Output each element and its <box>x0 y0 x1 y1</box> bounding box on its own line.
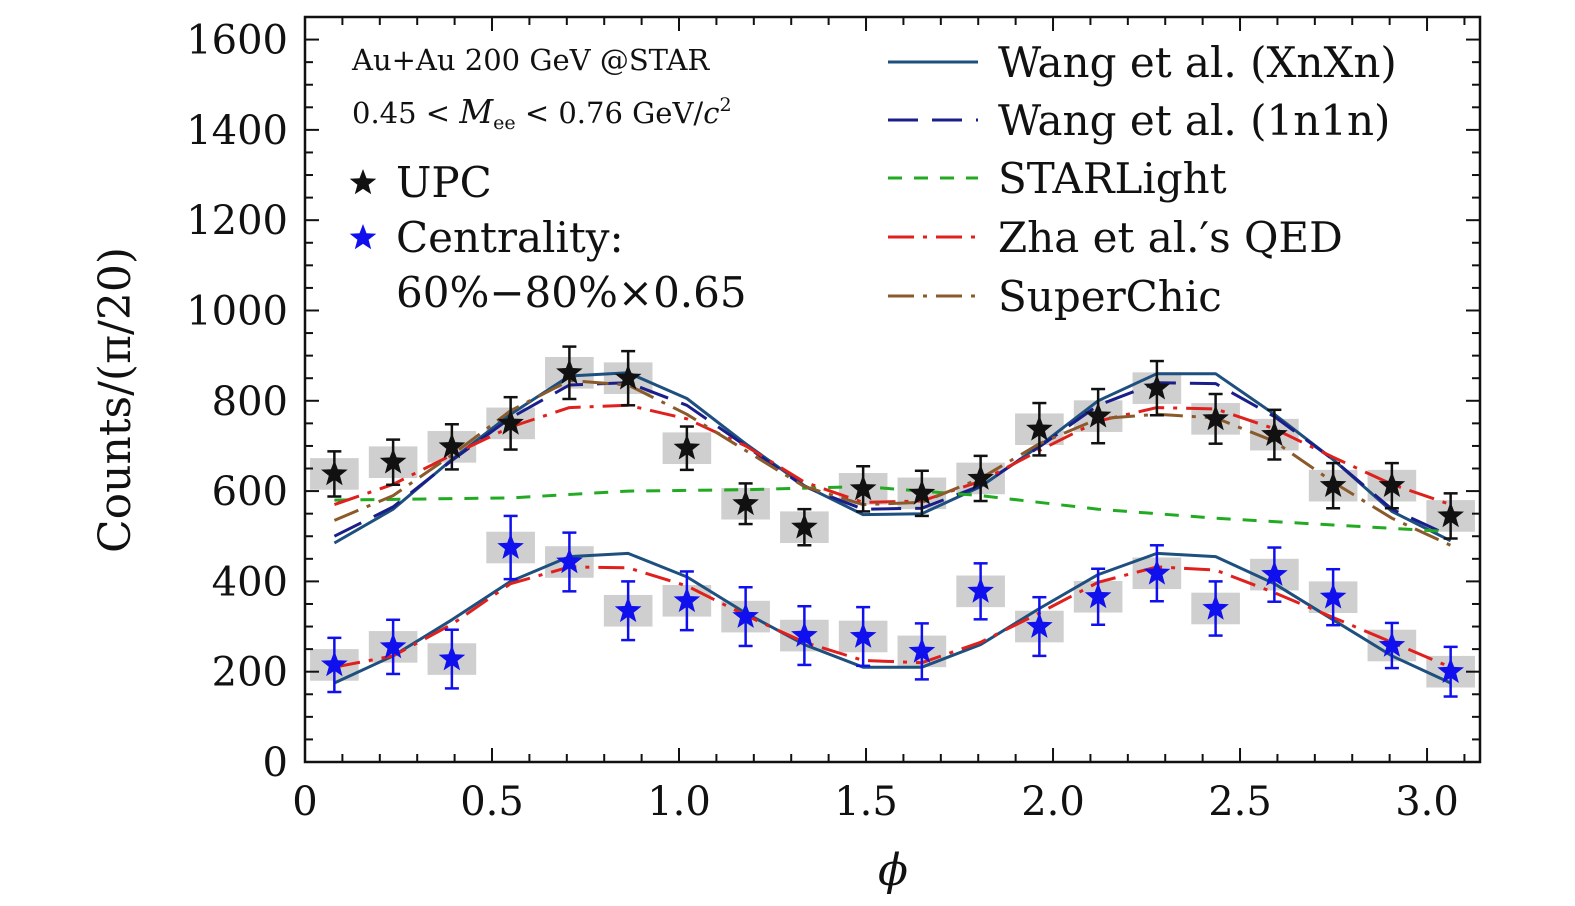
annotation-mass-range: 0.45 < Mee < 0.76 GeV/c2 <box>352 92 732 134</box>
annotation-mass-sup: 2 <box>719 94 731 116</box>
data-point-star <box>791 513 818 539</box>
y-tick-label: 1600 <box>186 18 288 64</box>
data-point-star <box>1026 415 1053 441</box>
legend-label-centrality-range: 60%−80%×0.65 <box>396 268 747 317</box>
model-curves <box>333 371 1452 685</box>
data-point-star <box>732 602 759 628</box>
data-markers <box>321 358 1464 683</box>
y-tick-label: 1200 <box>186 198 288 244</box>
annotation-mass-prefix: 0.45 < <box>352 96 459 130</box>
data-point-star <box>1084 402 1112 428</box>
y-tick-label: 200 <box>212 650 288 696</box>
y-tick-label: 0 <box>263 740 288 786</box>
data-point-star <box>908 479 936 505</box>
data-point-star <box>1261 420 1288 446</box>
legend-label-apostrophe: ′ <box>1200 213 1210 262</box>
legend-label-model: SuperChic <box>998 272 1222 321</box>
data-point-star <box>321 650 348 677</box>
x-tick-label: 0.5 <box>460 779 524 825</box>
data-point-star <box>908 637 936 663</box>
data-point-star <box>1202 594 1229 620</box>
data-point-star <box>1084 582 1112 609</box>
model-curve <box>334 565 1452 669</box>
x-tick-label: 3.0 <box>1395 779 1459 825</box>
data-point-star <box>556 548 583 574</box>
y-tick-label: 800 <box>212 379 288 425</box>
x-tick-label: 1.5 <box>834 779 898 825</box>
data-point-star <box>673 434 701 460</box>
legend-label-model: Wang et al. (1n1n) <box>998 96 1390 145</box>
y-tick-label: 1400 <box>186 108 288 154</box>
data-point-star <box>1261 560 1288 586</box>
data-point-star <box>438 432 466 459</box>
model-curve <box>333 381 1452 538</box>
y-axis-title: Counts/(π/20) <box>90 247 141 553</box>
data-point-star <box>556 358 583 385</box>
x-tick-label: 1.0 <box>647 779 711 825</box>
data-point-star <box>1319 471 1347 497</box>
data-point-star <box>321 459 348 486</box>
data-point-star <box>849 622 877 648</box>
data-point-star <box>497 409 524 435</box>
model-curve <box>333 403 1452 507</box>
data-point-star <box>1026 612 1053 638</box>
annotation-collision-system: Au+Au 200 GeV @STAR <box>351 43 710 77</box>
error-bars <box>327 345 1458 698</box>
legend-label-centrality: Centrality: <box>396 213 624 262</box>
legend-label-prefix: Zha et al. <box>998 213 1200 262</box>
data-point-star <box>967 464 994 490</box>
x-tick-label: 2.5 <box>1208 779 1272 825</box>
x-tick-label: 0 <box>292 779 317 825</box>
x-tick-label: 2.0 <box>1021 779 1085 825</box>
legend-label-model: Zha et al.′s QED <box>998 213 1343 262</box>
data-point-star <box>438 645 466 671</box>
data-point-star <box>1378 471 1406 497</box>
legend-marker-centrality <box>349 224 377 250</box>
model-curve <box>333 379 1452 547</box>
data-point-star <box>1437 657 1464 683</box>
legend-label-upc: UPC <box>396 158 492 207</box>
data-point-star <box>1437 501 1464 528</box>
legend: UPC Centrality: 60%−80%×0.65 Wang et al. (X… <box>349 38 1397 321</box>
data-point-star <box>1319 583 1347 609</box>
legend-label-model: Wang et al. (XnXn) <box>998 38 1397 87</box>
data-point-star <box>614 596 642 623</box>
y-tick-label: 1000 <box>186 288 288 334</box>
data-point-star <box>673 586 701 613</box>
y-tick-label: 400 <box>212 559 288 605</box>
annotation-mass-var: M <box>458 92 494 131</box>
data-point-star <box>379 632 407 659</box>
plot-frame <box>303 15 1482 764</box>
data-point-star <box>791 621 818 647</box>
annotation-mass-c: c <box>703 96 719 130</box>
annotation-mass-mid: < 0.76 GeV/ <box>516 96 704 130</box>
data-point-star <box>379 448 407 474</box>
data-point-star <box>1202 404 1229 431</box>
data-point-star <box>1143 374 1171 400</box>
x-axis-title: ϕ <box>878 845 908 896</box>
model-curve <box>333 371 1452 545</box>
data-point-star <box>849 474 877 501</box>
annotation-mass-sub: ee <box>493 112 516 134</box>
model-curve <box>333 551 1452 685</box>
y-tick-label: 600 <box>212 469 288 515</box>
axes: 0 0.5 1.0 1.5 2.0 2.5 3.0 0 200 400 600 800 1000 1200… <box>186 15 1482 825</box>
legend-label-suffix: s QED <box>1209 213 1343 262</box>
legend-marker-upc <box>349 169 377 195</box>
data-point-star <box>1143 559 1171 585</box>
data-point-star <box>497 533 524 559</box>
data-point-star <box>967 577 994 603</box>
model-curve <box>334 485 1451 534</box>
data-point-star <box>1378 631 1406 657</box>
data-point-star <box>614 364 642 390</box>
data-point-star <box>732 489 759 516</box>
legend-label-model: STARLight <box>998 154 1227 203</box>
